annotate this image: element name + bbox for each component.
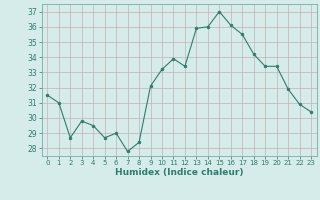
X-axis label: Humidex (Indice chaleur): Humidex (Indice chaleur) (115, 168, 244, 177)
